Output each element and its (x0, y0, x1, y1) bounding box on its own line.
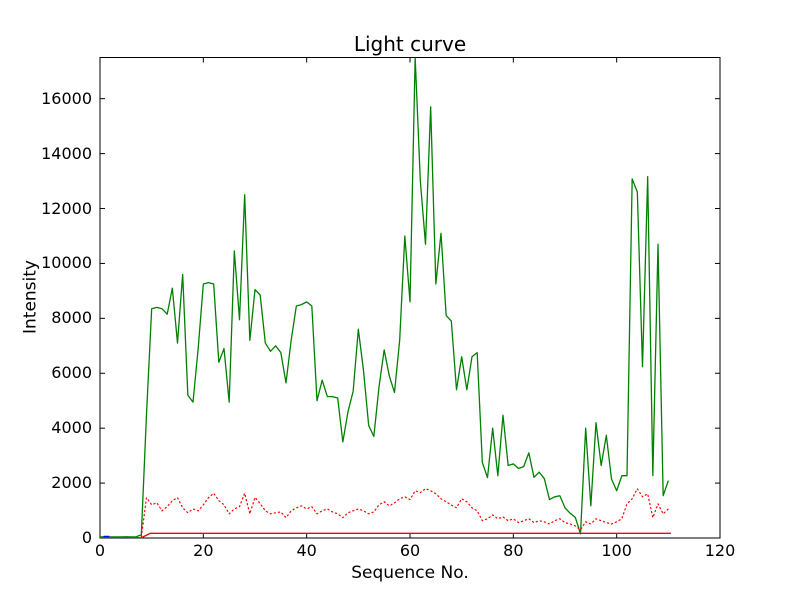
x-tick-label: 0 (94, 541, 106, 560)
y-tick-label: 6000 (51, 363, 92, 383)
x-tick-label: 80 (503, 541, 524, 560)
x-tick-label: 40 (296, 541, 317, 560)
y-tick-label: 10000 (41, 253, 92, 273)
y-tick-label: 2000 (51, 473, 92, 493)
x-tick-label: 120 (704, 541, 736, 560)
y-tick-label: 4000 (51, 418, 92, 438)
x-tick-label: 100 (601, 541, 632, 560)
x-tick-label: 60 (399, 541, 421, 560)
y-tick-label: 14000 (41, 143, 92, 163)
series-secondary-dotted-curve (100, 487, 669, 538)
chart-title: Light curve (353, 32, 467, 56)
x-axis-label: Sequence No. (351, 563, 469, 583)
y-tick-label: 16000 (41, 88, 92, 108)
y-tick-label: 8000 (51, 308, 92, 328)
series-baseline-solid-curve (100, 532, 671, 538)
y-tick-label: 12000 (41, 198, 92, 218)
series-main-light-curve (100, 57, 669, 538)
y-tick-label: 0 (81, 528, 92, 547)
x-tick-label: 20 (193, 541, 214, 560)
